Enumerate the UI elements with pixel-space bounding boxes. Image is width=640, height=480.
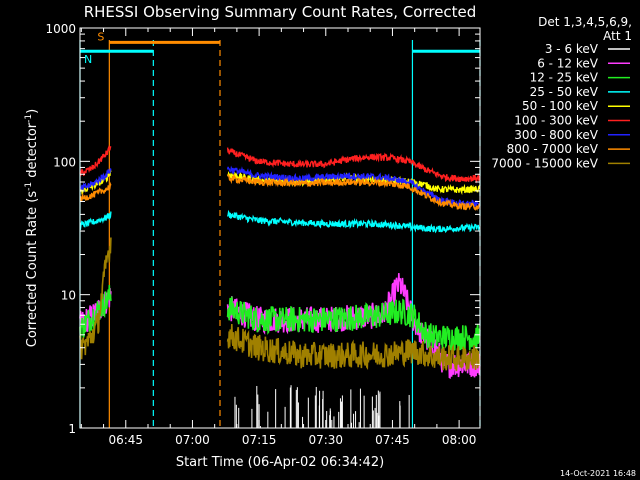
series-line-segment-0 [79, 144, 112, 177]
legend-label: 3 - 6 keV [545, 42, 599, 56]
series-25-50kev [79, 209, 481, 234]
x-tick-label: 07:30 [308, 433, 343, 447]
y-tick-label: 1000 [45, 22, 76, 36]
legend-label: 50 - 100 keV [522, 99, 599, 113]
x-tick-label: 06:45 [108, 433, 143, 447]
legend-label: 300 - 800 keV [514, 128, 598, 142]
series-line-segment-0 [79, 211, 112, 231]
legend-label: 25 - 50 keV [530, 85, 599, 99]
series-7000-15000kev [79, 237, 481, 372]
flag-label-S: S [97, 30, 104, 43]
legend-header-attenuator: Att 1 [603, 29, 632, 43]
series-100-300kev [79, 144, 481, 184]
series-3-6kev [234, 385, 410, 428]
legend-label: 6 - 12 keV [537, 56, 599, 70]
legend-label: 100 - 300 keV [514, 114, 598, 128]
series-line-segment-1 [226, 296, 481, 352]
series-line-segment-0 [79, 181, 112, 202]
y-tick-label: 1 [68, 422, 76, 436]
x-tick-label: 07:15 [242, 433, 277, 447]
plot-area: SN [79, 30, 481, 428]
series-line-segment-1 [226, 165, 481, 209]
y-axis-label-part1: Corrected Count Rate (s [25, 191, 40, 348]
series-300-800kev [79, 165, 481, 209]
series-line-segment-0 [79, 168, 112, 191]
axes: 06:45 07:00 07:15 07:30 07:45 08:00 1 10 100 1000 [45, 22, 480, 447]
footer-date: 14-Oct-2021 16:48 [560, 469, 636, 478]
series-line-segment-1 [226, 173, 481, 212]
legend-label: 12 - 25 keV [530, 71, 599, 85]
x-axis-label: Start Time (06-Apr-02 06:34:42) [176, 455, 384, 470]
legend-label: 800 - 7000 keV [507, 142, 599, 156]
y-tick-label: 10 [61, 289, 76, 303]
chart-title: RHESSI Observing Summary Count Rates, Co… [84, 3, 477, 21]
series-line-segment-1 [226, 323, 481, 372]
x-tick-label: 07:00 [175, 433, 210, 447]
y-axis-label-sup2: -1 [24, 114, 34, 123]
y-axis-label: Corrected Count Rate (s-1 detector-1) [24, 109, 40, 347]
flag-label-N: N [84, 53, 92, 66]
series-800-7000kev [79, 173, 481, 212]
y-tick-label: 100 [53, 155, 76, 169]
x-tick-label: 08:00 [442, 433, 477, 447]
series-line-segment-1 [226, 147, 481, 184]
y-axis-label-part3: ) [25, 109, 40, 114]
y-axis-label-part2: detector [25, 122, 40, 182]
legend-header-detectors: Det 1,3,4,5,6,9, [538, 15, 632, 29]
y-axis-label-sup1: -1 [24, 182, 34, 191]
x-tick-label: 07:45 [375, 433, 410, 447]
series-line-segment-1 [226, 209, 481, 234]
plot-frame [79, 27, 481, 429]
legend-label: 7000 - 15000 keV [491, 156, 598, 170]
series-line-segment-0 [79, 237, 112, 360]
